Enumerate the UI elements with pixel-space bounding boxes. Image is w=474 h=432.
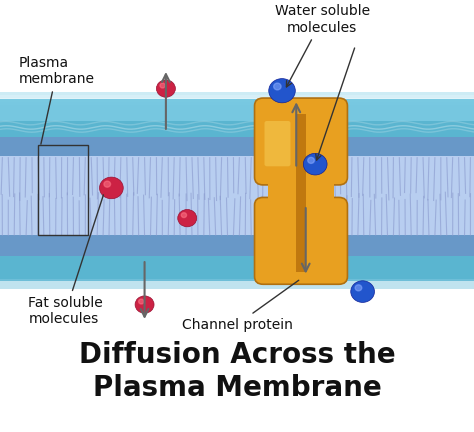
Bar	[0, 137, 474, 158]
Bar	[0, 156, 474, 235]
FancyBboxPatch shape	[255, 197, 347, 284]
Circle shape	[178, 210, 197, 227]
Bar	[0, 95, 474, 98]
Text: Plasma
membrane: Plasma membrane	[19, 56, 95, 144]
Bar	[0, 235, 474, 257]
Bar	[0, 98, 474, 102]
Bar	[0, 279, 474, 289]
Circle shape	[100, 177, 123, 199]
Bar	[0, 105, 474, 109]
Circle shape	[303, 153, 327, 175]
Circle shape	[308, 157, 314, 163]
Text: Diffusion Across the
Plasma Membrane: Diffusion Across the Plasma Membrane	[79, 341, 395, 402]
Bar	[296, 114, 306, 272]
Text: Water soluble
molecules: Water soluble molecules	[275, 4, 370, 87]
Bar	[0, 99, 474, 138]
Bar	[0, 109, 474, 112]
Circle shape	[355, 285, 362, 291]
Bar	[0, 92, 474, 95]
Bar	[38, 145, 88, 235]
Bar	[268, 173, 334, 208]
FancyBboxPatch shape	[264, 121, 291, 166]
Bar	[0, 99, 474, 121]
Bar	[0, 256, 474, 281]
FancyBboxPatch shape	[255, 98, 347, 185]
Text: Fat soluble
molecules: Fat soluble molecules	[28, 195, 103, 326]
Text: Channel protein: Channel protein	[182, 280, 299, 331]
Circle shape	[269, 79, 295, 103]
Circle shape	[181, 213, 187, 218]
Circle shape	[160, 83, 165, 88]
Circle shape	[138, 299, 144, 304]
Circle shape	[135, 296, 154, 313]
Circle shape	[156, 80, 175, 97]
Circle shape	[104, 181, 110, 187]
Circle shape	[273, 83, 281, 90]
Circle shape	[351, 281, 374, 302]
Bar	[0, 102, 474, 105]
